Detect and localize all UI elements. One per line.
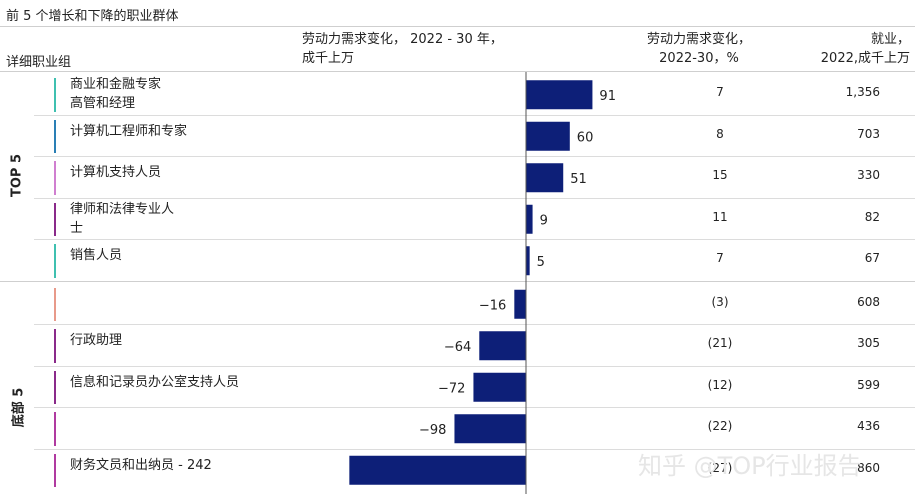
- bar: [526, 80, 593, 110]
- bar: [526, 204, 533, 234]
- row-label: 销售人员: [70, 248, 123, 263]
- employment-value: 330: [857, 168, 880, 182]
- row-marker: [54, 202, 56, 236]
- row-marker: [54, 244, 56, 278]
- watermark: 知乎 @TOP行业报告: [638, 452, 862, 480]
- header-pct-line1: 劳动力需求变化，: [646, 32, 751, 47]
- bar: [514, 289, 526, 319]
- row-divider: [34, 156, 915, 157]
- row-divider: [34, 197, 915, 199]
- bar: [526, 246, 530, 276]
- row-label: 计算机工程师和专家: [70, 123, 188, 139]
- row-divider: [34, 407, 915, 408]
- employment-value: 703: [857, 126, 880, 141]
- bar: [526, 121, 570, 151]
- row-marker: [54, 161, 56, 195]
- row-marker: [54, 287, 56, 321]
- row-marker: [54, 412, 56, 446]
- row-divider: [34, 114, 915, 116]
- page-title: 前 5 个增长和下降的职业群体: [6, 9, 179, 24]
- header-occupation-group: 详细职业组: [6, 55, 72, 70]
- pct-change-value: (12): [707, 377, 733, 392]
- employment-value: 860: [857, 460, 880, 475]
- row-label: 律师和法律专业人士: [70, 201, 175, 236]
- row-label: 商业和金融专家 高管和经理: [70, 77, 162, 111]
- bar: [454, 414, 526, 444]
- employment-value: 305: [857, 336, 880, 350]
- row-divider: [34, 239, 915, 240]
- bar-value-label: 51: [570, 172, 587, 187]
- row-marker: [54, 370, 56, 404]
- bar-value-label: 60: [577, 130, 594, 145]
- header-employment: 就业， 2022,成千上万: [790, 30, 910, 68]
- pct-change-value: 7: [716, 251, 724, 265]
- employment-value: 1,356: [845, 85, 880, 99]
- row-marker: [54, 453, 56, 487]
- bar-value-label: −98: [419, 423, 446, 438]
- pct-change-value: (22): [707, 419, 733, 433]
- bar: [526, 163, 564, 193]
- bar: [349, 455, 526, 485]
- bar-value-label: −72: [438, 381, 465, 396]
- pct-change-value: 8: [716, 126, 724, 141]
- header-demand-change-line2: 成千上万: [302, 51, 355, 66]
- row-divider: [34, 365, 915, 367]
- row-label: 计算机支持人员: [70, 165, 162, 180]
- bar: [479, 331, 526, 361]
- pct-change-value: (21): [707, 336, 733, 350]
- employment-value: 67: [864, 251, 880, 265]
- header-pct-line2: 2022-30，%: [659, 51, 739, 66]
- header-emp-line2: 2022,成千上万: [820, 51, 910, 66]
- header-demand-change: 劳动力需求变化， 2022 - 30 年， 成千上万: [302, 30, 532, 68]
- row-marker: [54, 78, 56, 112]
- bar-value-label: −16: [479, 298, 506, 313]
- row-label: 行政助理: [70, 333, 123, 348]
- bar-value-label: 91: [599, 89, 616, 104]
- row-marker: [54, 329, 56, 363]
- row-divider: [34, 324, 915, 325]
- employment-value: 82: [864, 209, 880, 224]
- pct-change-value: 7: [716, 85, 724, 99]
- title-divider: [0, 26, 915, 27]
- row-label: 信息和记录员办公室支持人员: [70, 374, 240, 390]
- row-divider: [34, 448, 915, 450]
- header-emp-line1: 就业，: [870, 32, 910, 47]
- header-demand-change-line1: 劳动力需求变化， 2022 - 30 年，: [302, 32, 503, 47]
- row-marker: [54, 119, 56, 153]
- employment-value: 608: [857, 294, 880, 309]
- pct-change-value: (27): [707, 460, 733, 475]
- pct-change-value: (3): [711, 294, 729, 309]
- row-label: 财务文员和出纳员 - 242: [70, 457, 212, 473]
- pct-change-value: 15: [712, 168, 728, 182]
- pct-change-value: 11: [712, 209, 728, 224]
- employment-value: 436: [857, 419, 880, 433]
- employment-value: 599: [857, 377, 880, 392]
- bar-value-label: −64: [444, 340, 471, 355]
- bar: [473, 372, 526, 402]
- bar-value-label: 9: [540, 213, 548, 228]
- header-divider: [0, 71, 915, 72]
- section-divider: [0, 281, 915, 282]
- bar-value-label: 5: [537, 255, 545, 270]
- header-demand-change-pct: 劳动力需求变化， 2022-30，%: [624, 30, 774, 68]
